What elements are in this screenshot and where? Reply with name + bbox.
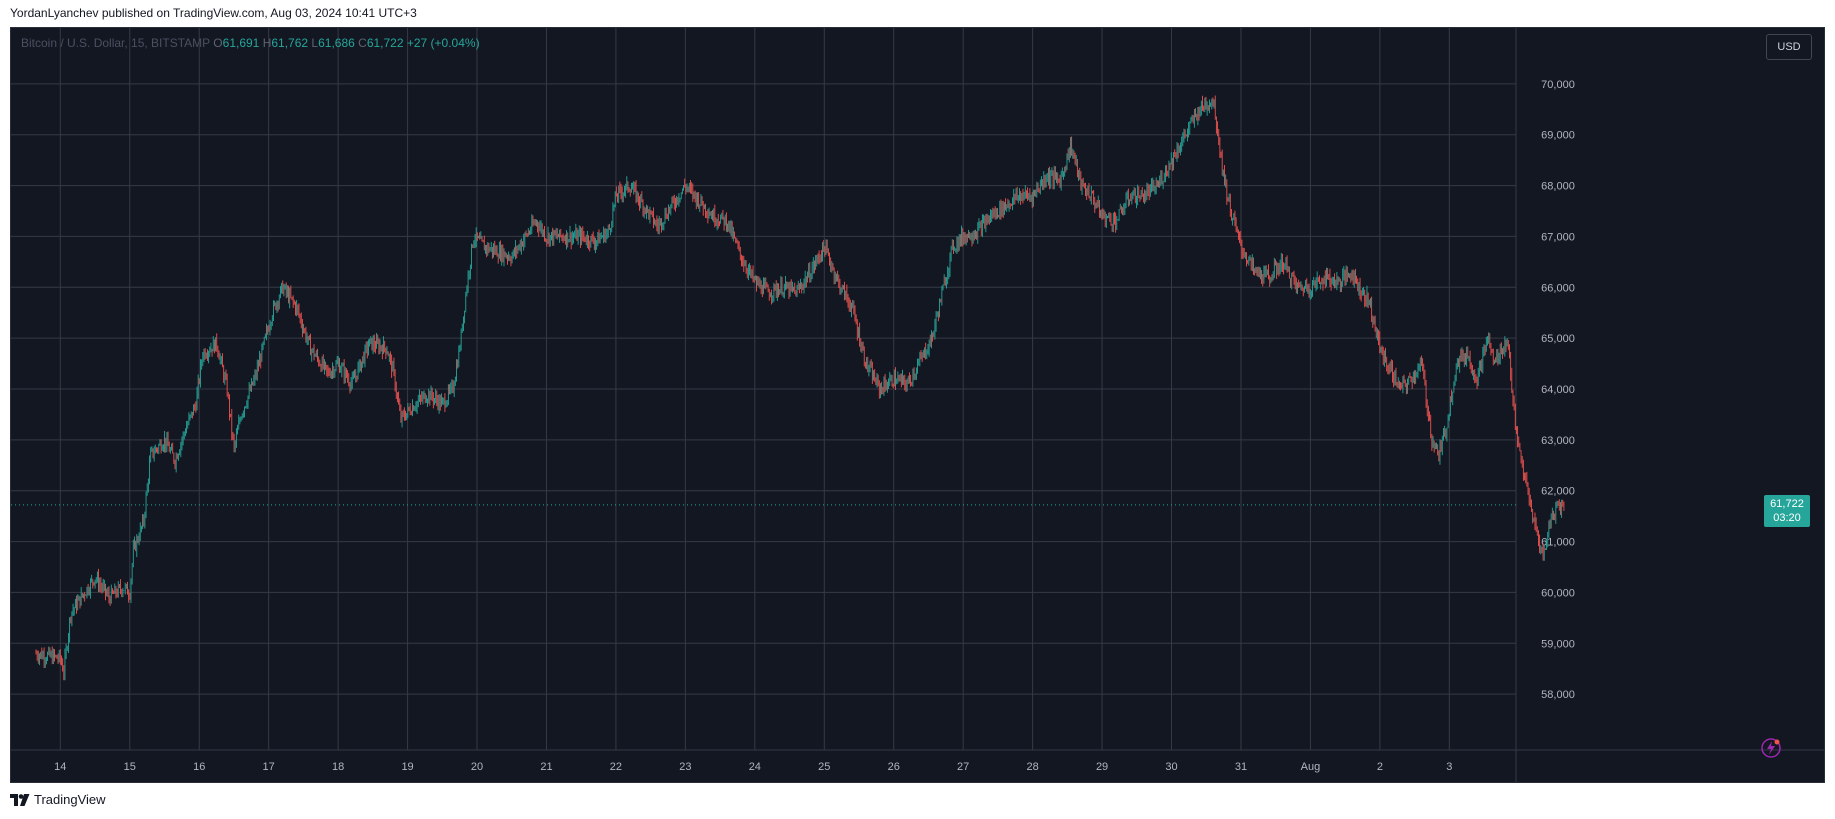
last-price-label: 61,722 03:20 [1764, 494, 1810, 527]
y-tick-label: 70,000 [1541, 79, 1575, 91]
x-tick-label: 20 [471, 761, 483, 773]
y-tick-label: 65,000 [1541, 333, 1575, 345]
close-label: C [358, 36, 367, 50]
chart-panel[interactable]: 58,000 59,000 60,000 61,000 62,000 63,000 64,0… [10, 27, 1825, 783]
ohlc-legend: Bitcoin / U.S. Dollar, 15, BITSTAMP O61,… [21, 36, 480, 50]
y-tick-label: 67,000 [1541, 231, 1575, 243]
x-tick-label: 24 [749, 761, 761, 773]
y-tick-label: 60,000 [1541, 587, 1575, 599]
x-tick-label: 30 [1165, 761, 1177, 773]
x-tick-label: 14 [54, 761, 66, 773]
x-tick-label: 15 [124, 761, 136, 773]
high-value: 61,762 [271, 36, 309, 50]
brand-name: TradingView [34, 792, 106, 807]
low-label: L [311, 36, 319, 50]
x-tick-label: 31 [1235, 761, 1247, 773]
x-tick-label: 26 [888, 761, 900, 773]
change-value: +27 (+0.04%) [406, 36, 480, 50]
price-chart[interactable]: 58,000 59,000 60,000 61,000 62,000 63,000 64,0… [11, 28, 1824, 782]
open-value: 61,691 [222, 36, 260, 50]
x-tick-label: 2 [1377, 761, 1383, 773]
y-tick-label: 59,000 [1541, 638, 1575, 650]
x-tick-label: 19 [401, 761, 413, 773]
x-tick-label: Aug [1301, 761, 1321, 773]
last-price-value: 61,722 [1770, 497, 1804, 510]
y-tick-label: 64,000 [1541, 384, 1575, 396]
x-tick-label: 25 [818, 761, 830, 773]
lightning-icon[interactable] [1760, 737, 1782, 759]
x-tick-label: 22 [610, 761, 622, 773]
x-tick-label: 29 [1096, 761, 1108, 773]
symbol-label: Bitcoin / U.S. Dollar, 15, BITSTAMP [21, 36, 210, 50]
open-label: O [213, 36, 223, 50]
tradingview-logo-icon [10, 793, 30, 806]
x-tick-label: 21 [540, 761, 552, 773]
low-value: 61,686 [318, 36, 355, 50]
y-tick-label: 68,000 [1541, 181, 1575, 193]
x-tick-label: 3 [1446, 761, 1452, 773]
x-tick-label: 16 [193, 761, 205, 773]
y-tick-label: 66,000 [1541, 282, 1575, 294]
tradingview-branding: TradingView [10, 792, 106, 807]
publish-caption: YordanLyanchev published on TradingView.… [10, 6, 417, 20]
y-tick-label: 63,000 [1541, 435, 1575, 447]
x-tick-label: 27 [957, 761, 969, 773]
candles [35, 95, 1565, 681]
close-value: 61,722 [366, 36, 404, 50]
x-tick-label: 17 [263, 761, 275, 773]
currency-button[interactable]: USD [1766, 34, 1812, 60]
high-label: H [262, 36, 272, 50]
x-tick-label: 28 [1026, 761, 1038, 773]
y-tick-label: 62,000 [1541, 486, 1575, 498]
y-tick-label: 61,000 [1541, 537, 1575, 549]
countdown-timer: 03:20 [1773, 511, 1801, 524]
x-tick-label: 18 [332, 761, 344, 773]
y-tick-label: 58,000 [1541, 689, 1575, 701]
y-tick-label: 69,000 [1541, 130, 1575, 142]
x-tick-label: 23 [679, 761, 691, 773]
